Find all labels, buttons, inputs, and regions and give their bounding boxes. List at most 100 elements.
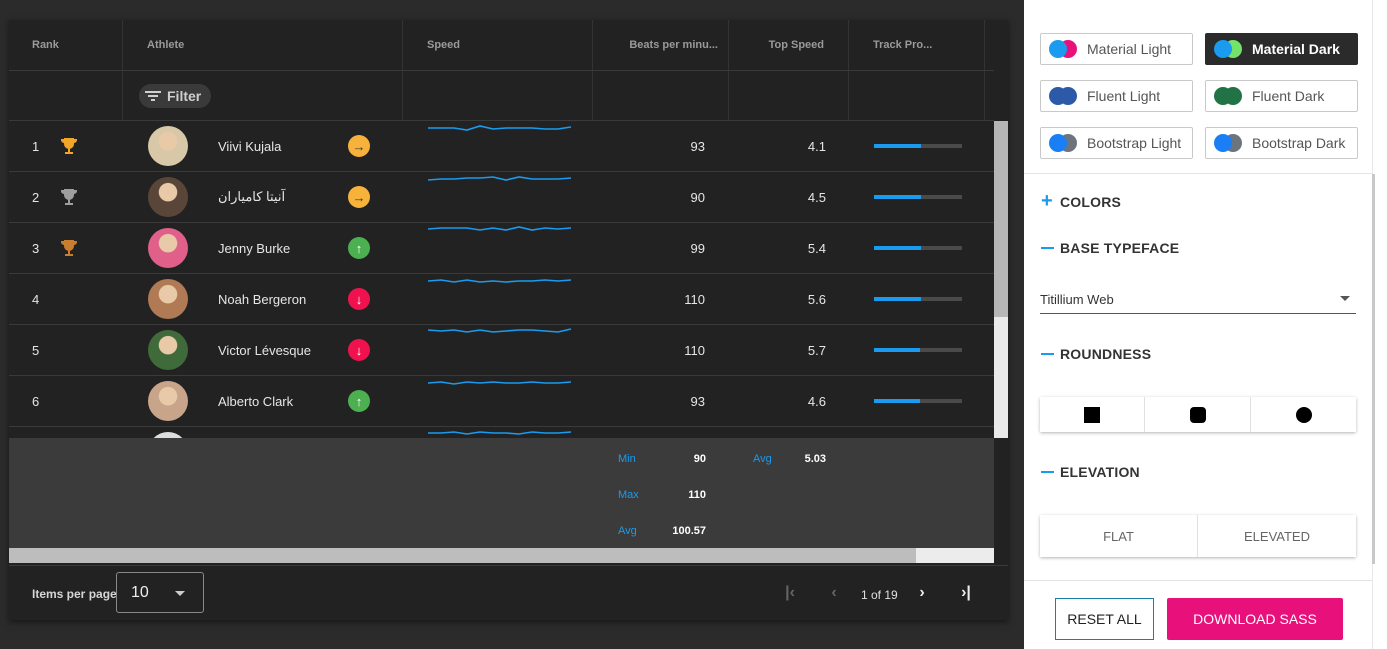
section-roundness[interactable]: ROUNDNESS [1040,346,1151,362]
summary-bpm-avg-value: 100.57 [672,525,706,537]
bpm-cell: 90 [690,189,705,205]
rank-cell: 3 [32,240,40,256]
column-header-track-progress[interactable]: Track Pro... [849,20,985,70]
dropdown-caret-icon [1340,296,1350,301]
theme-swatch-icon [1214,39,1248,59]
vertical-scrollbar[interactable] [994,121,1008,438]
theme-label: Bootstrap Light [1087,135,1182,151]
table-row[interactable] [9,427,994,438]
panel-scrollbar-thumb[interactable] [1372,174,1375,564]
theme-option-fluent-dark[interactable]: Fluent Dark [1205,80,1358,112]
table-row[interactable]: 4 Noah Bergeron ↓ 110 5.6 [9,274,994,325]
filter-icon [145,90,161,101]
theme-label: Material Dark [1252,41,1340,57]
bpm-cell: 93 [690,138,705,154]
roundness-options [1040,397,1356,432]
theme-swatch-icon [1049,39,1083,59]
roundness-circle-button[interactable] [1251,397,1356,432]
typeface-value: Titillium Web [1040,292,1114,307]
typeface-select[interactable]: Titillium Web [1040,286,1356,314]
first-page-icon: |‹ [785,584,795,601]
speed-sparkline [428,206,573,256]
table-row[interactable]: 1 Viivi Kujala → 93 4.1 [9,121,994,172]
theme-label: Fluent Dark [1252,88,1325,104]
vertical-scrollbar-thumb[interactable] [994,121,1008,317]
section-colors[interactable]: + COLORS [1040,190,1121,213]
summary-bpm-max-label: Max [618,489,639,501]
page-indicator: 1 of 19 [861,588,898,602]
theme-option-fluent-light[interactable]: Fluent Light [1040,80,1193,112]
download-sass-button[interactable]: DOWNLOAD SASS [1167,598,1343,640]
table-row[interactable]: 5 Victor Lévesque ↓ 110 5.7 [9,325,994,376]
table-row[interactable]: 6 Alberto Clark ↑ 93 4.6 [9,376,994,427]
athlete-name: آنیتا کامیاران [218,189,286,204]
section-base-typeface[interactable]: BASE TYPEFACE [1040,240,1179,256]
section-elevation[interactable]: ELEVATION [1040,464,1140,480]
theme-label: Material Light [1087,41,1172,57]
top-speed-cell: 5.7 [807,342,826,358]
athlete-name: Viivi Kujala [218,138,282,154]
column-header-athlete[interactable]: Athlete [123,20,403,70]
trend-up-icon: ↑ [348,223,370,273]
top-speed-cell [769,427,826,438]
speed-sparkline [428,257,573,307]
rank-cell: 5 [32,342,40,358]
minus-icon [1040,353,1054,355]
rank-cell: 1 [32,138,40,154]
trend-up-icon: ↑ [348,376,370,426]
section-elevation-label: ELEVATION [1060,464,1140,480]
roundness-rounded-button[interactable] [1145,397,1251,432]
elevation-elevated-button[interactable]: ELEVATED [1198,515,1356,557]
chevron-left-icon: ‹ [831,584,837,601]
filter-cell-athlete: Filter [123,71,403,120]
grid-body: 1 Viivi Kujala → 93 4.1 2 آنیتا کامیاران → 90 4.5… [9,121,994,438]
theme-option-material-dark[interactable]: Material Dark [1205,33,1358,65]
top-speed-cell: 4.5 [807,189,826,205]
rank-cell: 6 [32,393,40,409]
avatar [148,274,188,324]
horizontal-scrollbar[interactable] [9,548,994,563]
track-progress-bar [874,376,962,426]
next-page-button[interactable]: › [911,582,933,604]
column-header-bpm[interactable]: Beats per minu... [593,20,729,70]
minus-icon [1040,471,1054,473]
avatar [148,325,188,375]
filter-button[interactable]: Filter [139,83,212,108]
minus-icon [1040,247,1054,249]
section-base-typeface-label: BASE TYPEFACE [1060,240,1180,256]
elevation-flat-button[interactable]: FLAT [1040,515,1198,557]
table-row[interactable]: 2 آنیتا کامیاران → 90 4.5 [9,172,994,223]
bpm-cell [629,427,705,438]
circle-icon [1295,406,1312,423]
track-progress-bar [874,172,962,222]
table-row[interactable]: 3 Jenny Burke ↑ 99 5.4 [9,223,994,274]
filter-cell-speed [403,71,593,120]
plus-icon: + [1041,190,1053,212]
rank-cell: 2 [32,189,40,205]
filter-cell-top-speed [729,71,849,120]
theme-option-bootstrap-dark[interactable]: Bootstrap Dark [1205,127,1358,159]
track-progress-bar [874,121,962,171]
top-speed-cell: 5.6 [807,291,826,307]
trend-down-icon: ↓ [348,325,370,375]
column-header-speed[interactable]: Speed [403,20,593,70]
roundness-square-button[interactable] [1040,397,1145,432]
items-per-page-select[interactable]: 10 [116,572,204,613]
column-header-rank[interactable]: Rank [9,20,123,70]
theme-option-bootstrap-light[interactable]: Bootstrap Light [1040,127,1193,159]
rank-cell: 4 [32,291,40,307]
last-page-button[interactable]: ›| [955,582,977,604]
rounded-square-icon [1189,406,1206,423]
column-header-top-speed[interactable]: Top Speed [729,20,849,70]
items-per-page-label: Items per page [32,587,117,601]
previous-page-button[interactable]: ‹ [823,582,845,604]
trend-down-icon: ↓ [348,274,370,324]
speed-sparkline [428,359,573,409]
trend-right-icon: → [348,172,370,222]
horizontal-scrollbar-thumb[interactable] [9,548,916,563]
theme-option-material-light[interactable]: Material Light [1040,33,1193,65]
summary-row: Min 90 Avg 5.03 Max 110 Avg 100.57 [9,438,994,548]
trophy-icon [59,223,79,273]
reset-all-button[interactable]: RESET ALL [1055,598,1154,640]
first-page-button[interactable]: |‹ [779,582,801,604]
